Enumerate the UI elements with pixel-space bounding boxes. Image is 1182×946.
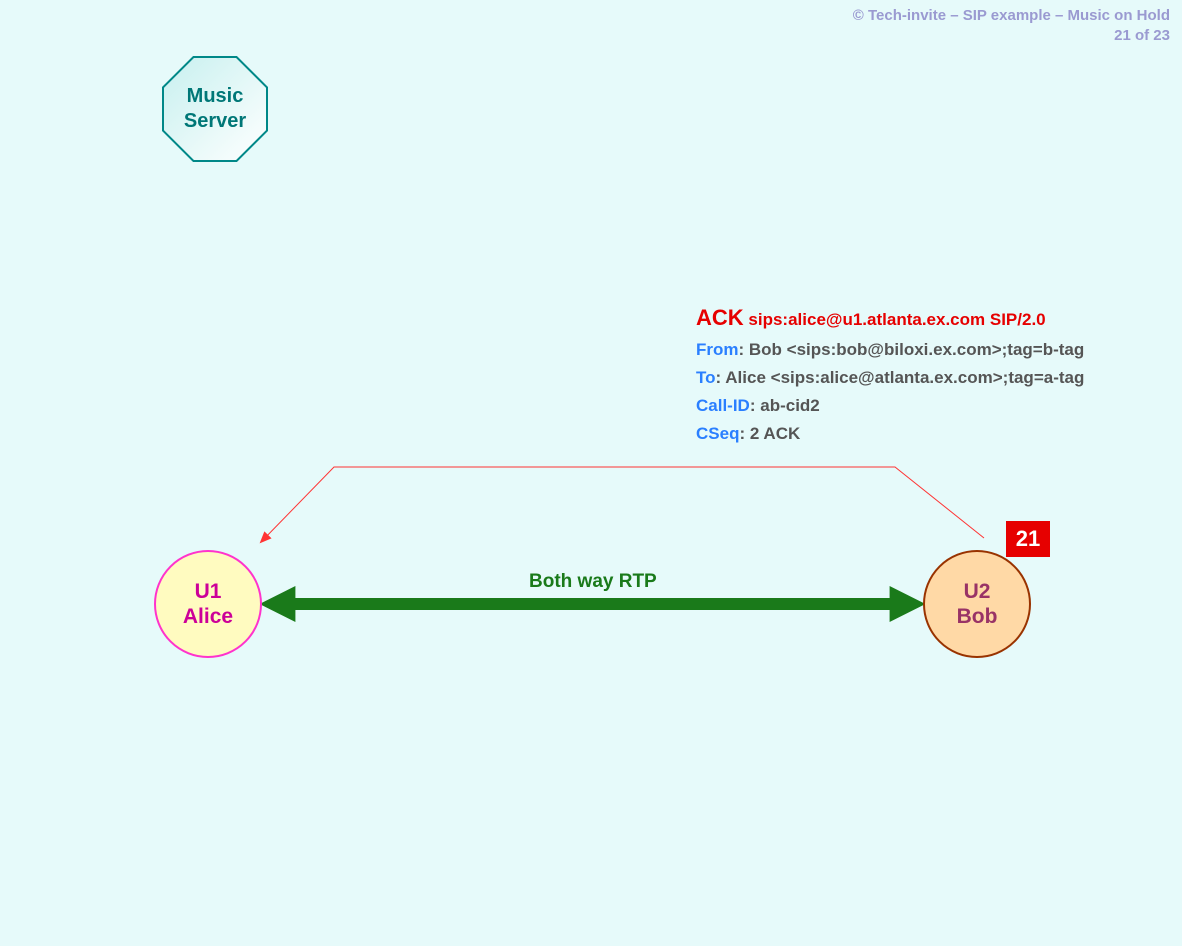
music-server-label-wrap: Music Server [163, 57, 267, 161]
node-alice-line2: Alice [183, 605, 233, 628]
sip-header-name: CSeq [696, 424, 739, 443]
step-badge: 21 [1006, 521, 1050, 557]
sip-header-value: ab-cid2 [756, 396, 820, 415]
sip-header-row: CSeq: 2 ACK [696, 420, 1084, 448]
node-bob-line1: U2 [964, 580, 991, 603]
sip-header-name: From [696, 340, 739, 359]
sip-header-name: To [696, 368, 716, 387]
music-server-label: Music Server [163, 84, 267, 134]
node-bob-line2: Bob [957, 605, 998, 628]
sip-request-line: ACK sips:alice@u1.atlanta.ex.com SIP/2.0 [696, 300, 1084, 336]
sip-header-value: 2 ACK [745, 424, 800, 443]
sip-header-row: Call-ID: ab-cid2 [696, 392, 1084, 420]
music-server-line2: Server [184, 110, 246, 132]
step-badge-label: 21 [1016, 526, 1040, 552]
sip-header-row: From: Bob <sips:bob@biloxi.ex.com>;tag=b… [696, 336, 1084, 364]
sip-header-row: To: Alice <sips:alice@atlanta.ex.com>;ta… [696, 364, 1084, 392]
sip-header-value: Bob <sips:bob@biloxi.ex.com>;tag=b-tag [744, 340, 1084, 359]
sip-method: ACK [696, 305, 744, 330]
diagram-canvas: © Tech-invite – SIP example – Music on H… [0, 0, 1182, 946]
rtp-label: Both way RTP [521, 571, 665, 593]
node-bob: U2 Bob [924, 551, 1030, 657]
sip-request-uri: sips:alice@u1.atlanta.ex.com SIP/2.0 [748, 310, 1045, 329]
node-alice-line1: U1 [195, 580, 222, 603]
ack-path [261, 467, 984, 542]
sip-message: ACK sips:alice@u1.atlanta.ex.com SIP/2.0… [696, 300, 1084, 448]
music-server-line1: Music [187, 85, 244, 107]
sip-header-value: Alice <sips:alice@atlanta.ex.com>;tag=a-… [721, 368, 1084, 387]
node-alice: U1 Alice [155, 551, 261, 657]
sip-header-name: Call-ID [696, 396, 750, 415]
